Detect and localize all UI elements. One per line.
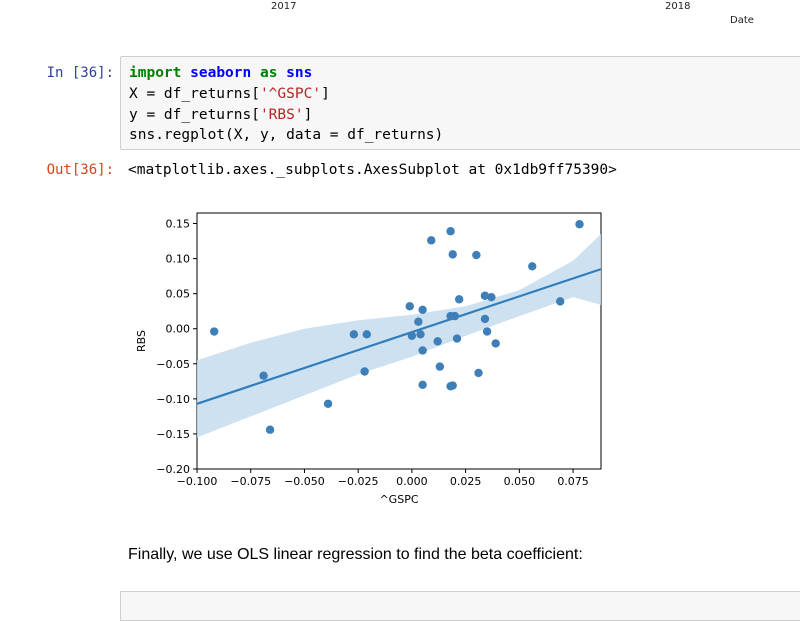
scatter-point-20 [448, 381, 457, 390]
scatter-point-0 [209, 327, 219, 336]
x-tick-label-0: −0.100 [177, 475, 218, 488]
y-tick-label-5: −0.10 [156, 393, 190, 406]
y-tick-label-4: −0.05 [156, 358, 190, 371]
scatter-point-30 [487, 292, 496, 302]
scatter-point-8 [407, 331, 417, 340]
scatter-point-13 [418, 380, 427, 390]
scatter-point-25 [472, 250, 481, 260]
scatter-point-1 [259, 371, 268, 380]
regplot-chart: −0.100 −0.075 −0.050 −0.025 0.000 0.025 0.050 0… [135, 212, 602, 506]
output-text: <matplotlib.axes._subplots.AxesSubplot a… [128, 162, 617, 178]
prev-xlabel-date: Date [730, 15, 754, 26]
input-prompt: In [36]: [46, 65, 114, 81]
x-tick-label-4: 0.000 [396, 475, 428, 488]
x-tick-label-7: 0.075 [557, 475, 589, 488]
y-tick-label-0: 0.15 [166, 218, 191, 231]
scatter-point-15 [433, 337, 442, 346]
x-tick-label-3: −0.025 [338, 475, 379, 488]
markdown-text: Finally, we use OLS linear regression to… [128, 546, 583, 563]
scatter-point-34 [575, 220, 584, 229]
scatter-point-16 [435, 362, 445, 371]
x-tick-label-1: −0.075 [230, 475, 271, 488]
scatter-point-17 [446, 227, 455, 236]
scatter-point-32 [528, 262, 537, 271]
scatter-point-2 [265, 425, 275, 434]
y-tick-label-3: 0.00 [166, 323, 191, 336]
scatter-point-24 [454, 295, 464, 304]
scatter-point-33 [555, 297, 565, 306]
x-tick-label-5: 0.025 [450, 475, 482, 488]
scatter-point-28 [480, 314, 490, 324]
prev-xtick-2017: 2017 [271, 1, 297, 12]
y-tick-label-2: 0.05 [166, 288, 191, 301]
scatter-point-11 [418, 305, 427, 314]
code-cell[interactable]: import seaborn as sns X = df_returns['^G… [120, 56, 800, 150]
x-axis-label: ^GSPC [379, 493, 418, 506]
scatter-point-7 [405, 302, 414, 311]
scatter-point-4 [349, 330, 359, 339]
scatter-point-9 [414, 317, 423, 326]
scatter-point-21 [448, 250, 457, 259]
scatter-point-14 [427, 236, 436, 245]
code-line-2: X = df_returns['^GSPC'] [129, 86, 330, 102]
scatter-point-26 [474, 368, 483, 378]
y-tick-label-7: −0.20 [156, 463, 190, 476]
x-tick-label-6: 0.050 [504, 475, 536, 488]
code-line-1: import seaborn as sns [129, 65, 313, 81]
next-code-cell[interactable] [120, 591, 800, 621]
code-line-3: y = df_returns['RBS'] [129, 107, 313, 123]
scatter-point-5 [362, 330, 371, 339]
scatter-point-10 [416, 330, 425, 339]
scatter-point-12 [418, 346, 427, 355]
output-prompt: Out[36]: [46, 162, 114, 178]
prev-xtick-2018: 2018 [665, 1, 691, 12]
scatter-point-3 [323, 399, 333, 408]
y-tick-label-1: 0.10 [166, 253, 191, 266]
code-line-4: sns.regplot(X, y, data = df_returns) [129, 127, 444, 143]
x-tick-label-2: −0.050 [284, 475, 325, 488]
scatter-point-23 [452, 334, 462, 343]
scatter-point-27 [480, 291, 490, 300]
scatter-point-29 [482, 327, 492, 336]
regression-line [196, 268, 602, 405]
scatter-point-6 [360, 367, 369, 376]
scatter-point-22 [450, 311, 460, 321]
scatter-point-31 [491, 339, 500, 348]
y-tick-label-6: −0.15 [156, 428, 190, 441]
y-axis-label: RBS [135, 330, 148, 352]
